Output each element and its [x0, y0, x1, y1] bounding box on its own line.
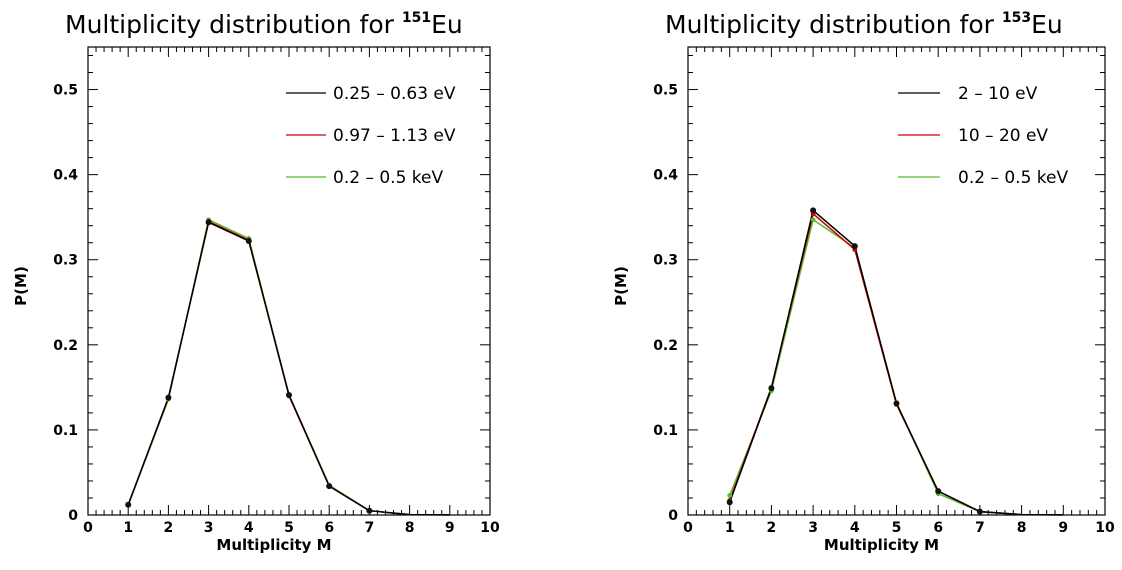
series-line-2	[127, 218, 450, 516]
chart-title-main: Multiplicity distribution for	[65, 10, 402, 39]
legend-entry: 0.25 – 0.63 eV	[333, 84, 456, 104]
chart-title-superscript: 151	[402, 10, 431, 26]
data-point	[768, 385, 775, 392]
chart-title: Multiplicity distribution for 153Eu	[665, 10, 1063, 39]
chart-eu153: Multiplicity distribution for 153Eu 0 1 2 3 4…	[612, 10, 1115, 554]
legend-entry: 0.2 – 0.5 keV	[333, 168, 443, 188]
data-point	[125, 501, 132, 508]
series-line-2	[729, 218, 1064, 516]
x-tick-label: 1	[725, 520, 735, 536]
data-point	[286, 392, 292, 399]
x-tick-label: 6	[933, 520, 943, 536]
x-tick-label: 4	[850, 520, 860, 536]
chart-title-element: Eu	[431, 10, 463, 39]
x-tick-label: 6	[324, 520, 334, 536]
legend-entry: 10 – 20 eV	[958, 126, 1048, 146]
data-point	[326, 483, 333, 490]
data-point	[727, 493, 733, 498]
x-tick-label: 9	[445, 520, 455, 536]
x-tick-label: 4	[244, 520, 254, 536]
chart-title-superscript: 153	[1002, 10, 1031, 26]
x-tick-label: 5	[284, 520, 294, 536]
y-tick-label: 0	[668, 508, 678, 524]
data-point	[245, 238, 252, 245]
x-tick-label: 10	[1095, 520, 1115, 536]
y-tick-label: 0.3	[53, 253, 78, 269]
series-line-0	[728, 209, 1064, 516]
series-line-1	[127, 220, 450, 516]
x-tick-label: 2	[767, 520, 777, 536]
data-point	[935, 488, 942, 495]
x-tick-label: 2	[164, 520, 174, 536]
legend-entry: 0.97 – 1.13 eV	[333, 126, 456, 146]
data-point	[810, 207, 817, 214]
legend-entry: 0.2 – 0.5 keV	[958, 168, 1068, 188]
x-tick-label: 10	[480, 520, 500, 536]
plot-frame	[87, 46, 491, 516]
data-point	[976, 508, 983, 515]
y-tick-label: 0.2	[53, 338, 78, 354]
y-tick-label: 0	[68, 508, 78, 524]
y-tick-label: 0.4	[653, 168, 678, 184]
x-tick-label: 7	[365, 520, 375, 536]
x-tick-label: 9	[1058, 520, 1068, 536]
y-tick-label: 0.5	[653, 83, 678, 99]
y-axis-label: P(M)	[612, 266, 630, 306]
y-tick-label: 0.5	[53, 83, 78, 99]
x-tick-label: 1	[123, 520, 133, 536]
chart-eu151: Multiplicity distribution for 151Eu 0 1 2 3 4…	[12, 10, 500, 554]
x-tick-label: 5	[892, 520, 902, 536]
data-point	[810, 217, 816, 223]
y-tick-label: 0.3	[653, 253, 678, 269]
x-tick-label: 0	[683, 520, 693, 536]
legend-entry: 2 – 10 eV	[958, 84, 1038, 104]
x-tick-label: 7	[975, 520, 985, 536]
x-tick-label: 3	[808, 520, 818, 536]
chart-title: Multiplicity distribution for 151Eu	[65, 10, 463, 39]
y-tick-label: 0.1	[53, 423, 78, 439]
x-tick-label: 0	[83, 520, 93, 536]
data-point	[366, 507, 373, 514]
x-axis-label: Multiplicity M	[216, 536, 331, 554]
x-tick-label: 8	[1017, 520, 1027, 536]
y-tick-label: 0.4	[53, 168, 78, 184]
data-point	[893, 400, 900, 407]
y-axis-label: P(M)	[12, 266, 30, 306]
x-axis-label: Multiplicity M	[824, 536, 939, 554]
data-point	[726, 499, 733, 506]
y-tick-label: 0.2	[653, 338, 678, 354]
chart-title-main: Multiplicity distribution for	[665, 10, 1002, 39]
data-point	[851, 243, 858, 250]
y-tick-label: 0.1	[653, 423, 678, 439]
x-tick-label: 8	[405, 520, 415, 536]
chart-title-element: Eu	[1031, 10, 1063, 39]
data-point	[205, 219, 212, 226]
x-tick-label: 3	[204, 520, 214, 536]
series-line-1	[728, 212, 1064, 516]
series-line-0	[127, 221, 450, 516]
data-point	[165, 394, 172, 401]
